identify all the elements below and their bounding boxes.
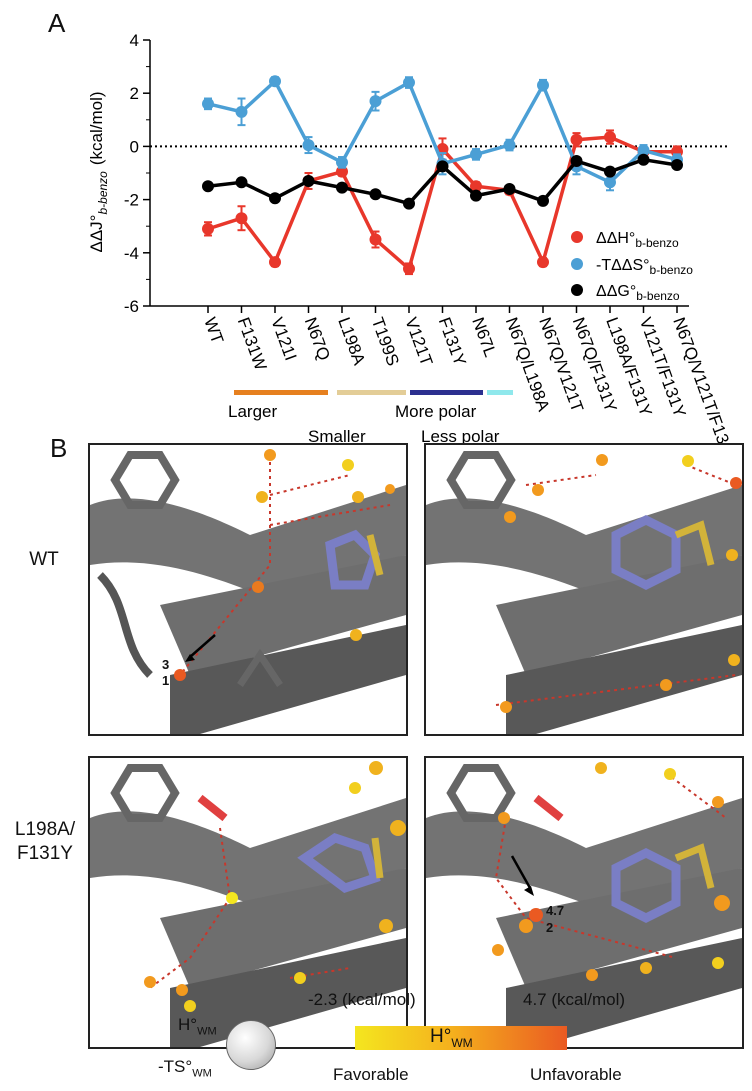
legend-marker-dg <box>571 284 583 296</box>
group-label-smaller: Smaller <box>308 427 366 446</box>
data-point <box>537 194 549 207</box>
structure-image-mutant-right: 4.7 2 <box>424 756 744 1049</box>
data-point <box>302 139 315 152</box>
data-point <box>604 131 616 144</box>
data-point <box>570 133 583 146</box>
y-tick-label: 4 <box>130 31 139 50</box>
colorbar-title: H°WM <box>430 1026 473 1050</box>
x-tick-label: L198A <box>334 315 369 368</box>
data-point <box>604 165 616 178</box>
unfavorable-label: Unfavorable <box>530 1065 622 1084</box>
group-label-less-polar: Less polar <box>421 427 500 446</box>
x-tick-label: F131W <box>234 315 271 373</box>
panel-a-chart: Larger More polar Smaller Less polar ΔΔJ… <box>87 31 740 466</box>
data-point <box>537 256 549 269</box>
data-point <box>202 180 214 193</box>
panel-a-letter: A <box>48 8 66 38</box>
legend-label-tds: -TΔΔS°b-benzo <box>596 257 693 277</box>
legend: ΔΔH°b-benzo -TΔΔS°b-benzo ΔΔG°b-benzo <box>571 230 693 303</box>
data-point <box>503 139 516 152</box>
legend-marker-dh <box>571 231 583 243</box>
data-point <box>269 256 281 269</box>
data-point <box>436 160 449 173</box>
colorbar-max-label: 4.7 (kcal/mol) <box>523 990 626 1009</box>
data-point <box>637 153 650 166</box>
x-tick-label: N67L <box>468 315 500 360</box>
x-tick-label: F131Y <box>435 315 470 369</box>
group-bar-more-polar <box>410 390 483 395</box>
y-tick-label: -2 <box>124 191 139 210</box>
x-tick-label: V121I <box>267 315 300 363</box>
data-point <box>637 144 650 157</box>
data-point <box>403 197 415 210</box>
h-wm-colorbar <box>355 1026 567 1050</box>
data-point <box>369 233 382 246</box>
water-annotation-2: 2 <box>546 920 554 935</box>
structure-image-wt-left: 3 1 <box>88 443 408 736</box>
x-tick-label: N67Q <box>301 315 334 363</box>
group-label-more-polar: More polar <box>395 402 477 421</box>
size-legend-sphere <box>226 1020 276 1070</box>
group-bars <box>234 390 513 395</box>
data-point <box>470 180 482 193</box>
data-point <box>336 181 348 194</box>
legend-label-dg: ΔΔG°b-benzo <box>596 283 680 303</box>
data-point <box>202 222 214 235</box>
x-tick-label: V121T <box>401 315 436 369</box>
structure-image-mutant-left <box>88 756 408 1049</box>
data-point <box>570 155 583 168</box>
data-point <box>302 174 315 187</box>
data-point <box>336 156 348 169</box>
x-tick-label: T199S <box>368 315 403 369</box>
data-point <box>235 212 248 225</box>
data-point <box>369 95 382 108</box>
water-annotation-4-7: 4.7 <box>546 903 565 918</box>
data-point <box>503 182 516 195</box>
row-label-l198a-f131y: L198A/ F131Y <box>14 819 76 864</box>
group-bar-larger <box>234 390 328 395</box>
data-point <box>269 192 281 205</box>
row-label-wt: WT <box>29 549 59 570</box>
favorable-label: Favorable <box>333 1065 409 1084</box>
legend-ts-wm-label: -TS°WM <box>158 1057 212 1080</box>
water-annotation-3: 3 <box>162 657 170 672</box>
data-point <box>235 176 248 189</box>
x-tick-label: WT <box>200 315 227 346</box>
y-tick-label: -4 <box>124 244 139 263</box>
panel-b-letter: B <box>50 433 68 463</box>
structure-image-wt-right <box>424 443 744 736</box>
legend-h-wm-label: H°WM <box>178 1015 217 1038</box>
group-bar-less-polar <box>487 390 513 395</box>
data-point <box>369 188 382 201</box>
data-point <box>470 189 482 202</box>
legend-label-dh: ΔΔH°b-benzo <box>596 230 679 250</box>
y-tick-label: 2 <box>130 84 139 103</box>
data-point <box>269 75 281 88</box>
group-label-larger: Larger <box>228 402 277 421</box>
data-point <box>604 176 616 189</box>
y-axis-label: ΔΔJ°b-benzo(kcal/mol) <box>87 91 110 252</box>
data-point <box>403 262 415 275</box>
data-point <box>403 76 415 89</box>
group-bar-smaller <box>337 390 406 395</box>
data-point <box>537 79 549 92</box>
data-point <box>235 105 248 118</box>
data-point <box>671 159 683 172</box>
y-tick-label: -6 <box>124 297 139 316</box>
y-tick-label: 0 <box>130 137 139 156</box>
water-annotation-1: 1 <box>162 673 170 688</box>
legend-marker-tds <box>571 258 583 270</box>
colorbar-min-label: -2.3 (kcal/mol) <box>308 990 416 1009</box>
data-point <box>202 97 214 110</box>
data-point <box>470 148 482 161</box>
